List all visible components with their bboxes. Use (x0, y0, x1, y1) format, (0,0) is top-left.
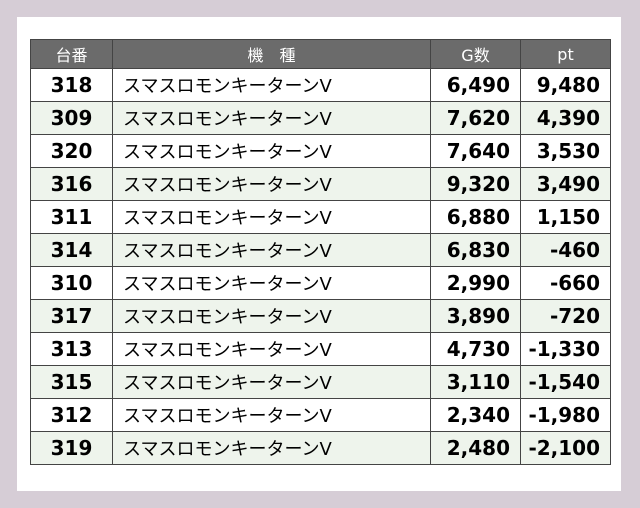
table-row: 316 スマスロモンキーターンV 9,320 3,490 (30, 167, 611, 201)
points-cell: 3,530 (520, 134, 611, 168)
games-cell: 3,890 (430, 299, 521, 333)
games-cell: 2,340 (430, 398, 521, 432)
machine-name-cell: スマスロモンキーターンV (112, 134, 431, 168)
header-games: G数 (430, 39, 521, 69)
machine-name-cell: スマスロモンキーターンV (112, 431, 431, 465)
machine-no-cell: 313 (30, 332, 113, 366)
table-row: 310 スマスロモンキーターンV 2,990 -660 (30, 266, 611, 300)
results-panel: 台番 機 種 G数 pt 318 スマスロモンキーターンV 6,490 9,48… (17, 17, 621, 491)
games-cell: 2,990 (430, 266, 521, 300)
points-cell: -720 (520, 299, 611, 333)
table-row: 314 スマスロモンキーターンV 6,830 -460 (30, 233, 611, 267)
points-cell: -1,330 (520, 332, 611, 366)
points-cell: 3,490 (520, 167, 611, 201)
points-cell: -1,980 (520, 398, 611, 432)
table-row: 317 スマスロモンキーターンV 3,890 -720 (30, 299, 611, 333)
machine-no-cell: 312 (30, 398, 113, 432)
games-cell: 7,640 (430, 134, 521, 168)
points-cell: 4,390 (520, 101, 611, 135)
table-row: 309 スマスロモンキーターンV 7,620 4,390 (30, 101, 611, 135)
points-cell: 9,480 (520, 68, 611, 102)
games-cell: 3,110 (430, 365, 521, 399)
table-row: 311 スマスロモンキーターンV 6,880 1,150 (30, 200, 611, 234)
games-cell: 7,620 (430, 101, 521, 135)
machine-name-cell: スマスロモンキーターンV (112, 233, 431, 267)
machine-no-cell: 311 (30, 200, 113, 234)
table-row: 318 スマスロモンキーターンV 6,490 9,480 (30, 68, 611, 102)
games-cell: 9,320 (430, 167, 521, 201)
table-row: 313 スマスロモンキーターンV 4,730 -1,330 (30, 332, 611, 366)
machine-no-cell: 318 (30, 68, 113, 102)
table-row: 320 スマスロモンキーターンV 7,640 3,530 (30, 134, 611, 168)
machine-name-cell: スマスロモンキーターンV (112, 101, 431, 135)
header-machine-name: 機 種 (112, 39, 431, 69)
machine-no-cell: 310 (30, 266, 113, 300)
machine-no-cell: 315 (30, 365, 113, 399)
header-points: pt (520, 39, 611, 69)
machine-name-cell: スマスロモンキーターンV (112, 266, 431, 300)
table-header-row: 台番 機 種 G数 pt (30, 39, 611, 69)
games-cell: 2,480 (430, 431, 521, 465)
machine-no-cell: 309 (30, 101, 113, 135)
table-row: 315 スマスロモンキーターンV 3,110 -1,540 (30, 365, 611, 399)
machine-no-cell: 316 (30, 167, 113, 201)
points-cell: -1,540 (520, 365, 611, 399)
machine-name-cell: スマスロモンキーターンV (112, 167, 431, 201)
games-cell: 6,880 (430, 200, 521, 234)
points-cell: -660 (520, 266, 611, 300)
machine-no-cell: 317 (30, 299, 113, 333)
machine-name-cell: スマスロモンキーターンV (112, 200, 431, 234)
machine-no-cell: 319 (30, 431, 113, 465)
games-cell: 4,730 (430, 332, 521, 366)
machine-no-cell: 320 (30, 134, 113, 168)
machine-name-cell: スマスロモンキーターンV (112, 68, 431, 102)
table-row: 319 スマスロモンキーターンV 2,480 -2,100 (30, 431, 611, 465)
games-cell: 6,490 (430, 68, 521, 102)
slot-results-table: 台番 機 種 G数 pt 318 スマスロモンキーターンV 6,490 9,48… (30, 39, 611, 465)
points-cell: 1,150 (520, 200, 611, 234)
games-cell: 6,830 (430, 233, 521, 267)
points-cell: -460 (520, 233, 611, 267)
machine-name-cell: スマスロモンキーターンV (112, 398, 431, 432)
table-row: 312 スマスロモンキーターンV 2,340 -1,980 (30, 398, 611, 432)
machine-no-cell: 314 (30, 233, 113, 267)
points-cell: -2,100 (520, 431, 611, 465)
machine-name-cell: スマスロモンキーターンV (112, 365, 431, 399)
header-machine-no: 台番 (30, 39, 113, 69)
machine-name-cell: スマスロモンキーターンV (112, 332, 431, 366)
machine-name-cell: スマスロモンキーターンV (112, 299, 431, 333)
